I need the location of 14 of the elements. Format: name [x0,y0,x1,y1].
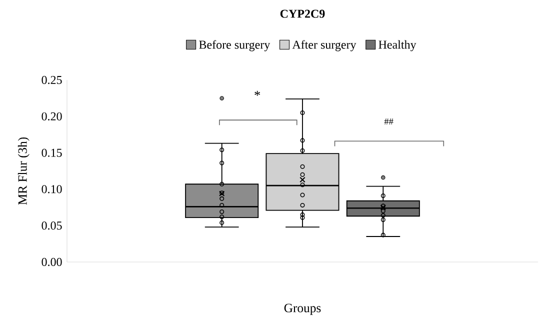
legend-label: Before surgery [199,40,270,52]
y-axis-title: MR Flur (3h) [18,137,30,205]
y-tick-label: 0.10 [42,185,62,194]
legend-label: After surgery [292,40,356,52]
legend-label: Healthy [378,40,416,52]
y-tick-label: 0.15 [42,148,62,157]
y-tick-label: 0.00 [42,258,62,266]
chart-title: CYP2C9 [280,10,325,18]
annotation: * [254,90,260,96]
annotation: ## [384,118,394,125]
y-tick-label: 0.05 [42,222,62,230]
x-axis-title: Groups [284,304,321,315]
y-tick-label: 0.25 [42,76,62,84]
y-tick-label: 0.20 [42,112,62,120]
